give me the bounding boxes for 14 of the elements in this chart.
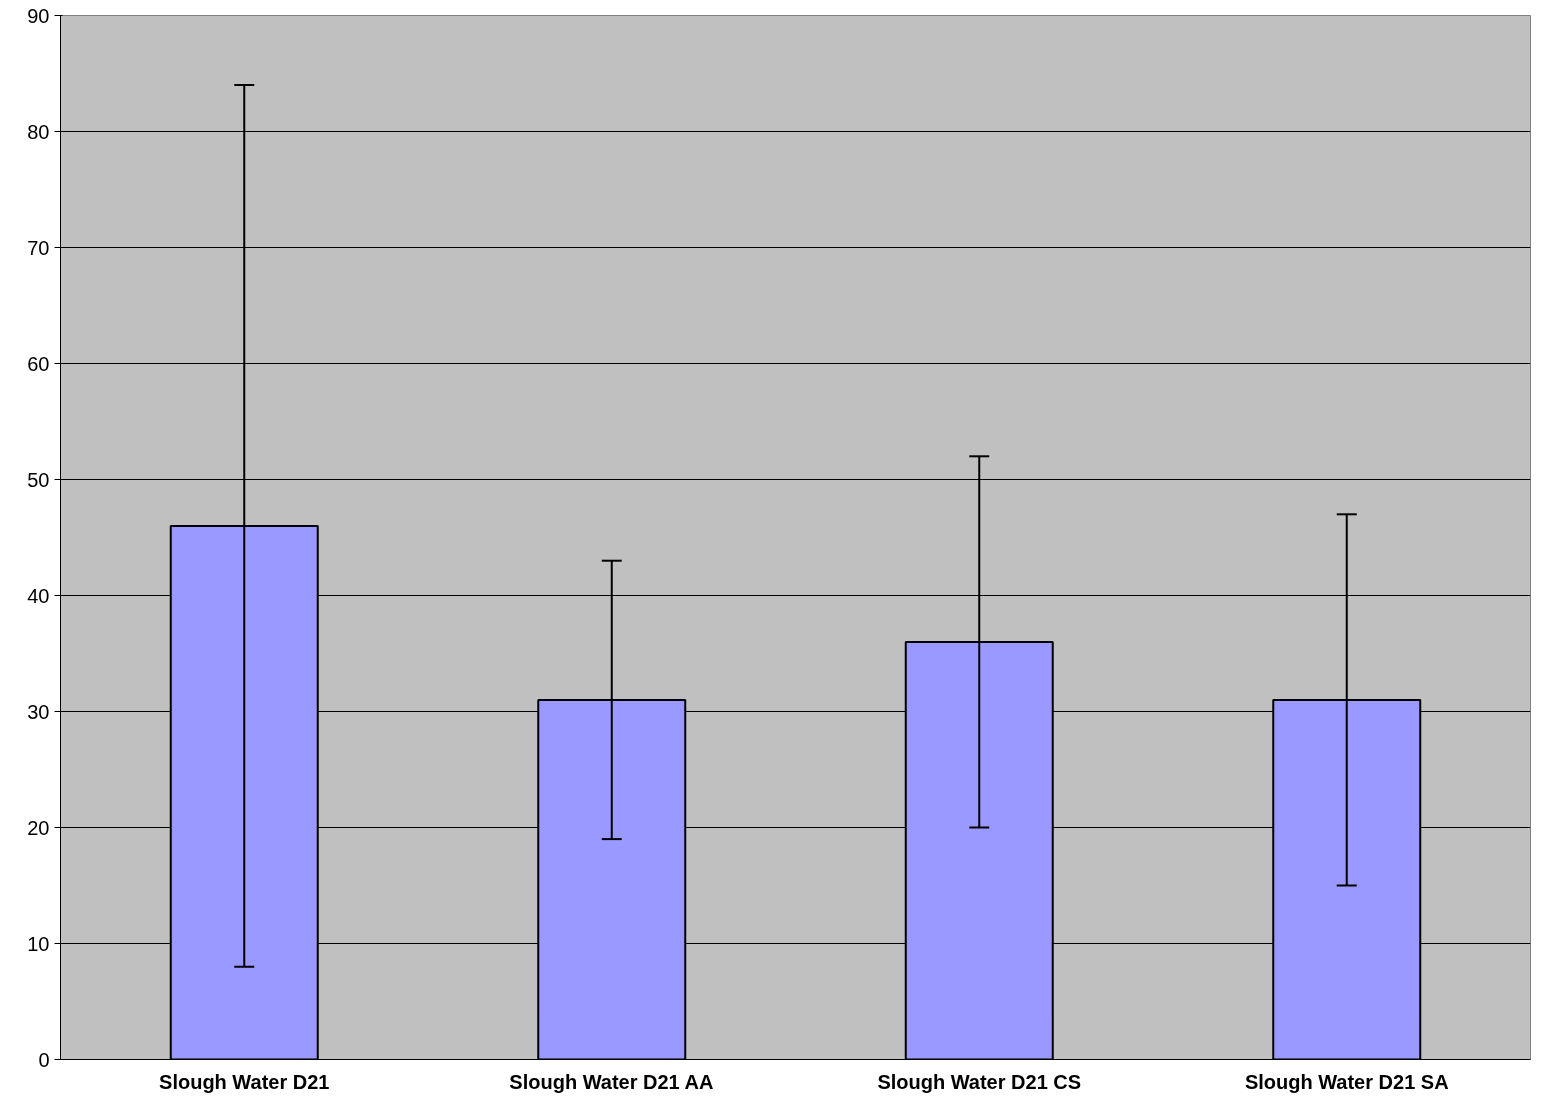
y-tick-label: 30 xyxy=(27,700,50,723)
y-tick-label: 20 xyxy=(27,816,50,839)
y-tick-label: 40 xyxy=(27,584,50,607)
y-tick-label: 10 xyxy=(27,932,50,955)
x-tick-label: Slough Water D21 CS xyxy=(877,1070,1082,1093)
y-tick-label: 60 xyxy=(27,352,50,375)
y-tick-label: 70 xyxy=(27,236,50,259)
x-tick-label: Slough Water D21 SA xyxy=(1244,1070,1449,1093)
y-tick-label: 0 xyxy=(38,1048,50,1071)
x-tick-label: Slough Water D21 AA xyxy=(509,1070,714,1093)
y-tick-label: 90 xyxy=(27,4,50,27)
y-tick-label: 80 xyxy=(27,120,50,143)
x-tick-label: Slough Water D21 xyxy=(159,1070,330,1093)
y-tick-label: 50 xyxy=(27,468,50,491)
